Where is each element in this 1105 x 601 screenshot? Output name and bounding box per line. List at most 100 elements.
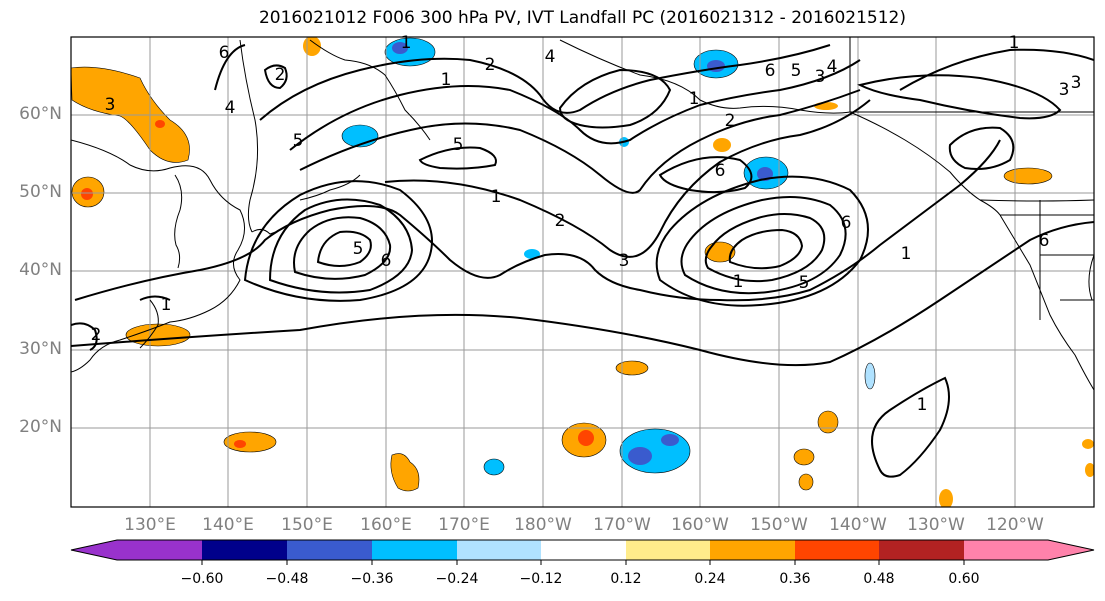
contour-label: 1	[401, 33, 412, 53]
contour-label: 3	[1071, 73, 1082, 93]
colorbar-tick-label: −0.48	[265, 571, 309, 587]
anomaly-patch	[524, 249, 540, 259]
lat-label: 20°N	[19, 417, 62, 437]
lat-label: 40°N	[19, 260, 62, 280]
lon-label: 130°W	[907, 515, 965, 535]
contour-label: 2	[725, 111, 736, 131]
colorbar-segment	[879, 540, 964, 560]
contour-label: 1	[689, 89, 700, 109]
anomaly-patch	[628, 447, 652, 465]
lat-label: 30°N	[19, 339, 62, 359]
colorbar-segment	[795, 540, 879, 560]
anomaly-patch	[1085, 463, 1094, 477]
contour-label: 4	[225, 98, 236, 118]
colorbar-segment	[372, 540, 457, 560]
anomaly-patch	[1003, 167, 1053, 185]
colorbar-segment	[541, 540, 626, 560]
anomaly-patch	[483, 458, 505, 476]
anomaly-patch	[939, 489, 953, 507]
contour-label: 1	[1009, 33, 1020, 53]
colorbar-tick-label: −0.36	[350, 571, 394, 587]
contour-label: 6	[381, 251, 392, 271]
contour-label: 6	[715, 161, 726, 181]
colorbar-tick-label: 0.36	[779, 571, 811, 587]
anomaly-patch	[303, 37, 321, 56]
lon-label: 150°W	[750, 515, 808, 535]
contour-label: 6	[1039, 231, 1050, 251]
colorbar-tick-label: 0.48	[863, 571, 895, 587]
contour-label: 1	[491, 187, 502, 207]
contour-label: 5	[799, 273, 810, 293]
contour-label: 4	[827, 57, 838, 77]
contour-label: 6	[841, 213, 852, 233]
contour-label: 1	[161, 295, 172, 315]
lon-label: 180°W	[514, 515, 572, 535]
plot-frame	[70, 36, 1095, 508]
colorbar-tick-label: 0.12	[610, 571, 642, 587]
colorbar-tick-label: 0.24	[694, 571, 726, 587]
lon-label: 160°E	[360, 515, 412, 535]
contour-label: 1	[441, 70, 452, 90]
anomaly-patch	[390, 453, 420, 492]
contour-label: 1	[733, 272, 744, 292]
colorbar-segment	[710, 540, 795, 560]
colorbar-segment	[202, 540, 287, 560]
contour-label: 2	[555, 211, 566, 231]
anomaly-patch	[578, 430, 594, 446]
colorbar-segment	[71, 540, 202, 560]
contour-label: 5	[293, 131, 304, 151]
colorbar-segment	[457, 540, 541, 560]
anomaly-patch	[615, 360, 649, 376]
lon-label: 170°E	[438, 515, 490, 535]
lon-label: 140°W	[829, 515, 887, 535]
colorbar	[70, 539, 1095, 565]
coastlines	[71, 37, 1094, 391]
anomaly-patch	[814, 102, 838, 110]
anomaly-patch	[223, 431, 277, 453]
lon-label: 120°W	[986, 515, 1044, 535]
contour-label: 1	[901, 244, 912, 264]
shaded-anomalies	[71, 37, 1094, 507]
anomaly-patch	[704, 241, 736, 263]
contour-label: 6	[219, 43, 230, 63]
colorbar-tick-label: −0.12	[519, 571, 563, 587]
lat-label: 50°N	[19, 182, 62, 202]
colorbar-segment	[964, 540, 1094, 560]
contour-label: 2	[275, 65, 286, 85]
anomaly-patch	[1082, 439, 1094, 449]
colorbar-segment	[626, 540, 710, 560]
lon-label: 150°E	[281, 515, 333, 535]
lon-label: 140°E	[202, 515, 254, 535]
colorbar-tick-label: 0.60	[948, 571, 980, 587]
colorbar-outline	[70, 539, 1095, 561]
anomaly-patch	[798, 473, 814, 491]
colorbar-segment	[287, 540, 372, 560]
contour-label: 1	[917, 395, 928, 415]
anomaly-patch	[864, 362, 876, 390]
anomaly-patch	[713, 138, 731, 152]
contour-label: 2	[91, 325, 102, 345]
contour-label: 3	[815, 67, 826, 87]
contour-label: 3	[105, 95, 116, 115]
contour-labels: 3 4 5 6 5 1 6 5 1 2 3 6 1 5 6 1 2 1 2 1 …	[91, 33, 1082, 415]
lon-label: 130°E	[124, 515, 176, 535]
colorbar-tick-label: −0.60	[180, 571, 224, 587]
pv-contours	[71, 44, 1094, 478]
anomaly-patch	[793, 448, 815, 466]
lat-label: 60°N	[19, 104, 62, 124]
contour-label: 5	[791, 61, 802, 81]
contour-label: 4	[545, 47, 556, 67]
contour-label: 6	[765, 61, 776, 81]
contour-label: 5	[453, 135, 464, 155]
contour-label: 2	[485, 55, 496, 75]
anomaly-patch	[817, 410, 839, 434]
anomaly-patch	[155, 120, 165, 128]
colorbar-tick-label: −0.24	[435, 571, 479, 587]
anomaly-patch	[392, 42, 408, 54]
contour-label: 3	[1059, 80, 1070, 100]
anomaly-patch	[661, 434, 679, 446]
contour-label: 3	[619, 251, 630, 271]
lon-label: 170°W	[593, 515, 651, 535]
anomaly-patch	[81, 188, 93, 200]
